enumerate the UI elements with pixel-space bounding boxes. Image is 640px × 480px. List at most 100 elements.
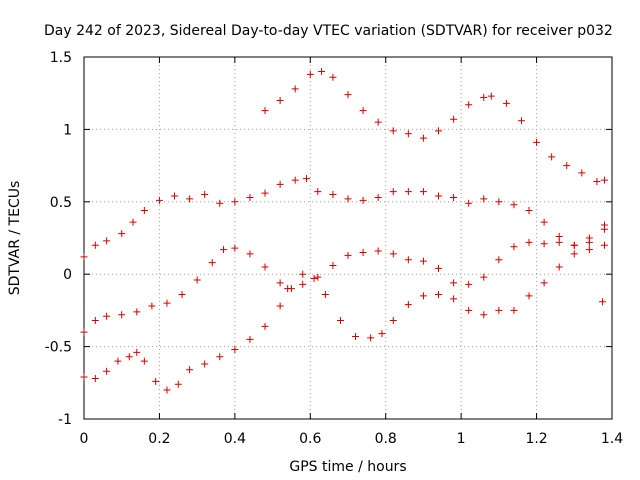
data-point xyxy=(216,199,224,207)
data-point xyxy=(435,127,443,135)
data-point xyxy=(465,280,473,288)
x-tick-label: 0.2 xyxy=(148,431,170,447)
data-point xyxy=(246,250,254,258)
data-point xyxy=(525,206,533,214)
x-axis-label: GPS time / hours xyxy=(289,459,406,475)
data-point xyxy=(163,386,171,394)
grid xyxy=(84,57,612,419)
data-point xyxy=(103,312,111,320)
data-point xyxy=(419,188,427,196)
data-point xyxy=(118,230,126,238)
data-point xyxy=(103,367,111,375)
data-point xyxy=(208,259,216,267)
data-point xyxy=(174,380,182,388)
data-point xyxy=(374,118,382,126)
data-point xyxy=(548,153,556,161)
data-point xyxy=(480,311,488,319)
data-point xyxy=(570,241,578,249)
data-point xyxy=(91,317,99,325)
data-point xyxy=(114,357,122,365)
data-point xyxy=(374,247,382,255)
data-point xyxy=(359,107,367,115)
y-tick-label: 1.5 xyxy=(50,50,72,66)
data-point xyxy=(246,335,254,343)
data-point xyxy=(517,117,525,125)
data-point xyxy=(593,178,601,186)
data-point xyxy=(465,199,473,207)
data-point xyxy=(303,175,311,183)
data-point xyxy=(321,290,329,298)
data-point xyxy=(359,248,367,256)
data-point xyxy=(374,193,382,201)
data-point xyxy=(510,201,518,209)
data-point xyxy=(178,290,186,298)
data-point xyxy=(450,295,458,303)
data-point xyxy=(404,130,412,138)
data-point xyxy=(540,240,548,248)
data-point xyxy=(344,251,352,259)
data-point xyxy=(140,206,148,214)
data-point xyxy=(389,317,397,325)
x-tick-label: 1 xyxy=(457,431,466,447)
data-point xyxy=(193,276,201,284)
data-point xyxy=(318,67,326,75)
data-point xyxy=(152,377,160,385)
series-satellite-track-A xyxy=(261,67,608,186)
data-point xyxy=(91,374,99,382)
data-point xyxy=(404,256,412,264)
data-point xyxy=(80,253,88,261)
y-tick-label: 1 xyxy=(63,122,72,138)
data-point xyxy=(465,101,473,109)
data-point xyxy=(585,234,593,242)
data-point xyxy=(310,275,318,283)
data-point xyxy=(578,169,586,177)
data-point xyxy=(389,250,397,258)
data-point xyxy=(510,306,518,314)
y-tick-label: 0.5 xyxy=(50,195,72,211)
data-point xyxy=(80,373,88,381)
data-point xyxy=(291,85,299,93)
data-point xyxy=(201,191,209,199)
data-point xyxy=(563,162,571,170)
data-point xyxy=(299,270,307,278)
x-tick-label: 0 xyxy=(80,431,89,447)
data-point xyxy=(495,198,503,206)
data-point xyxy=(186,366,194,374)
data-point xyxy=(148,302,156,310)
data-point xyxy=(231,345,239,353)
data-point xyxy=(450,193,458,201)
data-point xyxy=(220,246,228,254)
data-points xyxy=(80,67,608,394)
data-point xyxy=(465,306,473,314)
data-point xyxy=(600,225,608,233)
data-point xyxy=(599,298,607,306)
x-tick-label: 1.4 xyxy=(601,431,623,447)
data-point xyxy=(261,322,269,330)
data-point xyxy=(246,193,254,201)
data-point xyxy=(118,311,126,319)
data-point xyxy=(276,279,284,287)
data-point xyxy=(125,353,133,361)
data-point xyxy=(231,198,239,206)
data-point xyxy=(140,357,148,365)
data-point xyxy=(450,115,458,123)
data-point xyxy=(359,196,367,204)
data-point xyxy=(378,330,386,338)
data-point xyxy=(480,273,488,281)
data-point xyxy=(450,279,458,287)
data-point xyxy=(103,237,111,245)
x-tick-label: 0.6 xyxy=(299,431,321,447)
data-point xyxy=(435,290,443,298)
x-tick-label: 1.2 xyxy=(525,431,547,447)
data-point xyxy=(216,353,224,361)
chart-title: Day 242 of 2023, Sidereal Day-to-day VTE… xyxy=(44,23,613,39)
data-point xyxy=(231,244,239,252)
series-satellite-track-C xyxy=(80,221,608,336)
y-tick-label: -0.5 xyxy=(45,340,72,356)
data-point xyxy=(495,306,503,314)
data-point xyxy=(314,188,322,196)
data-point xyxy=(133,348,141,356)
data-point xyxy=(367,334,375,342)
y-axis-label: SDTVAR / TECUs xyxy=(7,181,23,296)
